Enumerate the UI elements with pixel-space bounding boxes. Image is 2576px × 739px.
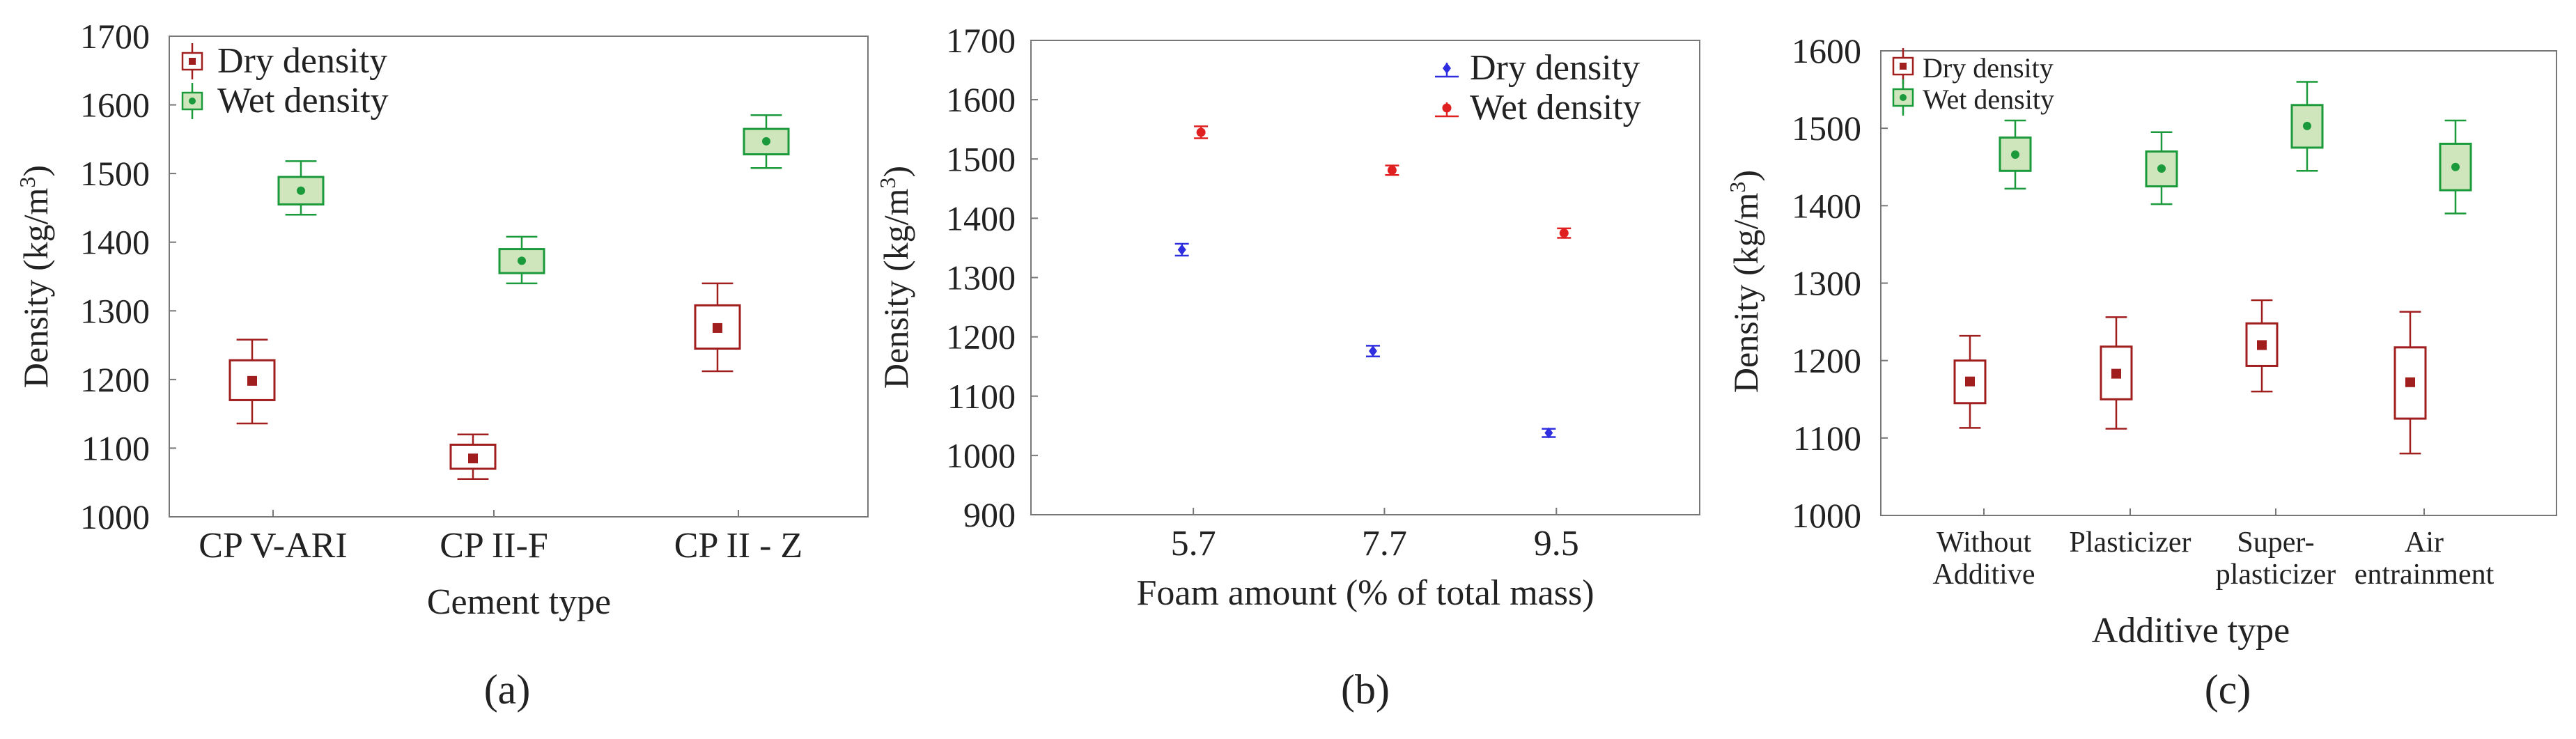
panel-c-xtick-label-0-0: Without (1937, 527, 2031, 559)
panel-a-ytick-label-1700: 1700 (80, 17, 150, 56)
panel-c-wet-1-median-marker (2157, 164, 2166, 173)
panel-b-marks: 900 1000 1100 1200 1300 1400 1500 1600 1700 5.7 7.… (946, 21, 1641, 563)
panel-a-dry-2-median-marker (713, 322, 722, 333)
panel-a-wet-2-median-marker (762, 137, 770, 146)
panel-a-xtick-label-1-0: CP II-F (440, 526, 548, 566)
panel-a-plot-frame (169, 36, 869, 518)
panel-a-wet-2-box (743, 127, 790, 156)
panel-b-ytick-label-1600: 1600 (946, 80, 1016, 119)
panel-c-legend-marker-1 (1900, 94, 1907, 101)
panel-c-ytick-label-1100: 1100 (1793, 419, 1861, 458)
panel-b-xtick-label-1: 7.7 (1362, 524, 1407, 563)
panel-a-xlabel: Cement type (427, 582, 611, 622)
panel-a-ytick-label-1300: 1300 (80, 291, 150, 330)
panel-b-ylabel-group: Density (kg/m3) (875, 166, 915, 389)
panel-c-xtick-label-0-1: Additive (1933, 559, 2035, 591)
panel-a-ytick-label-1400: 1400 (80, 223, 150, 262)
panel-c-xlabel: Additive type (2092, 611, 2290, 651)
panel-c-legend-label-0: Dry density (1923, 52, 2054, 84)
panel-b-ytick-label-1100: 1100 (947, 377, 1016, 416)
panel-c-dry-0-median-marker (1965, 376, 1975, 387)
panel-a-xtick-label-2-0: CP II - Z (674, 526, 802, 566)
panel-a-ytick-label-1000: 1000 (80, 497, 150, 536)
panel-a-dry-0-median-marker (247, 375, 257, 386)
panel-a-ytick-label-1100: 1100 (82, 428, 150, 467)
panel-c-dry-2-box (2245, 322, 2279, 367)
panel-b-ytick-label-1200: 1200 (946, 318, 1016, 357)
panel-b-ytick-label-1700: 1700 (946, 21, 1016, 60)
panel-b-legend-label-1: Wet density (1470, 88, 1641, 127)
panel-c-ytick-label-1500: 1500 (1792, 109, 1861, 148)
panel-c-dry-3-median-marker (2405, 377, 2415, 387)
panel-b-label: (b) (1341, 667, 1390, 713)
panel-b-ytick-label-1400: 1400 (946, 199, 1016, 238)
panel-a: 1000 1100 1200 1300 1400 1500 1600 1700 CP V-ARI… (15, 17, 869, 713)
panel-a-legend-marker-1 (189, 98, 196, 104)
panel-b-xtick-label-0: 5.7 (1171, 524, 1216, 563)
panel-c-wet-2-median-marker (2303, 121, 2311, 130)
panel-a-ylabel-group: Density (kg/m3) (15, 165, 55, 388)
panel-b-ylabel: Density (kg/m3) (875, 166, 915, 389)
panel-c-xtick-label-2-1: plasticizer (2216, 559, 2336, 591)
panel-a-dry-1-median-marker (468, 453, 478, 464)
panel-b-s0-point-0 (1177, 244, 1186, 256)
panel-c-ylabel-group: Density (kg/m3) (1725, 170, 1765, 393)
panel-b: 900 1000 1100 1200 1300 1400 1500 1600 1700 5.7 7.… (875, 21, 1700, 713)
panel-b-ytick-label-1000: 1000 (946, 436, 1016, 475)
panel-b-s1-point-1 (1387, 165, 1397, 175)
panel-c-ytick-label-1300: 1300 (1792, 264, 1861, 303)
panel-b-s0-point-2 (1544, 427, 1553, 439)
panel-c-ylabel: Density (kg/m3) (1725, 170, 1765, 393)
panel-b-s0-point-1 (1368, 345, 1377, 357)
panel-c-label: (c) (2205, 667, 2251, 713)
panel-c-ytick-label-1000: 1000 (1792, 496, 1861, 535)
panel-c: 1000110012001300140015001600WithoutAddit… (1725, 31, 2557, 713)
panel-c-ytick-label-1200: 1200 (1792, 341, 1861, 380)
panel-a-ytick-label-1500: 1500 (80, 154, 150, 193)
panel-a-legend-marker-0 (189, 58, 196, 65)
panel-b-ytick-label-1300: 1300 (946, 258, 1016, 297)
panel-a-wet-0-median-marker (297, 186, 305, 195)
panel-a-xtick-label-0-0: CP V-ARI (199, 526, 347, 566)
panel-a-legend-label-0: Dry density (217, 41, 387, 81)
panel-a-marks: 1000 1100 1200 1300 1400 1500 1600 1700 CP V-ARI… (80, 17, 802, 566)
panel-c-dry-2-median-marker (2257, 340, 2267, 350)
panel-c-xtick-label-3-1: entrainment (2354, 559, 2494, 591)
panel-c-wet-3-box (2439, 142, 2472, 192)
panel-b-ytick-label-900: 900 (963, 495, 1016, 534)
panel-b-legend-label-0: Dry density (1470, 48, 1640, 88)
panel-c-ytick-label-1400: 1400 (1792, 186, 1861, 225)
panel-a-wet-1-median-marker (518, 256, 526, 265)
panel-b-s1-point-0 (1196, 127, 1206, 137)
panel-b-legend-marker-1 (1442, 103, 1452, 113)
panel-b-xtick-label-2: 9.5 (1534, 524, 1579, 563)
panel-c-wet-3-median-marker (2451, 162, 2460, 171)
panel-b-s1-point-2 (1559, 228, 1569, 238)
panel-b-xlabel: Foam amount (% of total mass) (1136, 573, 1594, 613)
panel-a-label: (a) (484, 667, 531, 713)
panel-c-xtick-label-3-0: Air (2405, 527, 2444, 559)
panel-a-ylabel: Density (kg/m3) (15, 165, 55, 388)
panel-b-legend-marker-0 (1443, 63, 1451, 74)
panel-a-ytick-label-1600: 1600 (80, 86, 150, 125)
panel-c-xtick-label-1-0: Plasticizer (2070, 527, 2191, 559)
panel-c-xtick-label-2-0: Super- (2237, 527, 2314, 559)
panel-c-legend-marker-0 (1900, 63, 1907, 70)
panel-c-marks: 1000 1100 1200 1300 1400 1500 1600 WithoutAddit… (1792, 31, 2494, 591)
panel-c-ytick-label-1600: 1600 (1792, 31, 1861, 70)
panel-b-ytick-label-1500: 1500 (946, 139, 1016, 178)
panel-c-dry-1-box (2100, 345, 2133, 400)
panel-a-legend-label-1: Wet density (217, 81, 389, 120)
panel-c-dry-1-median-marker (2111, 368, 2121, 379)
panel-c-legend-label-1: Wet density (1923, 84, 2054, 115)
panel-a-ytick-label-1200: 1200 (80, 360, 150, 399)
panel-c-wet-0-median-marker (2011, 150, 2019, 159)
